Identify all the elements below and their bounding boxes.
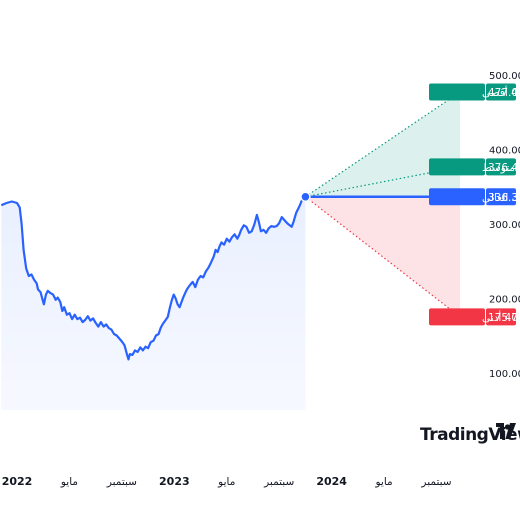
badge-current-label-box [429,188,485,206]
x-tick-label: سبتمبر [263,476,294,488]
badge-high-label: +41.83% أقصى [482,85,520,99]
badge-high-label-box [429,83,485,101]
badge-average-price: 376.43 [488,162,520,174]
forecast-high-line [305,91,461,198]
badge-current-label: الاشتراك العالي [482,192,520,204]
tradingview-logo: TradingView [420,423,520,445]
badge-low-price: 175.00 [488,312,520,324]
x-axis: 2022 مايو سبتمبر 2023 مايو سبتمبر 2024 مايو سبتم… [2,475,452,488]
price-series [0,191,311,361]
badge-average-price-box [486,158,516,176]
x-tick-label: مايو [374,476,392,488]
badge-average-label: +11.93% متوسط [482,162,520,174]
x-tick-label: سبتمبر [106,476,137,488]
x-tick-label: 2023 [159,475,190,488]
price-area-fill [1,196,306,410]
price-area [1,196,306,410]
badge-current-price: 336.31 [488,192,520,204]
forecast-badges: 477.00+41.83% أقصى 376.43+11.93% متوسط 336… [429,83,520,326]
y-tick-label: 200.00 [489,294,520,305]
current-price-point[interactable] [300,191,311,203]
badge-low-label: -47.96% أدنى [482,310,520,324]
x-tick-label: مايو [60,476,78,488]
x-tick-label: 2024 [316,475,347,488]
y-tick-label: 300.00 [489,220,520,231]
y-tick-label: 500.00 [489,71,520,82]
badge-average-label-box [429,158,485,176]
badge-low-price-box [486,308,516,326]
price-line [0,195,306,361]
x-tick-label: سبتمبر [420,476,451,488]
badge-high-price: 477.00 [488,87,520,99]
y-axis: 500.00 400.00 300.00 200.00 100.00 [489,71,520,380]
y-tick-label: 400.00 [489,145,520,156]
x-tick-label: 2022 [2,475,33,488]
badge-current-price-box [486,188,516,206]
x-tick-label: مايو [217,476,235,488]
badge-high-price-box [486,83,516,101]
forecast-low-line [305,196,461,318]
tradingview-logo-text: TradingView [420,425,520,445]
tradingview-mark-icon [496,423,516,439]
badge-low-label-box [429,308,485,326]
y-tick-label: 100.00 [489,369,520,380]
